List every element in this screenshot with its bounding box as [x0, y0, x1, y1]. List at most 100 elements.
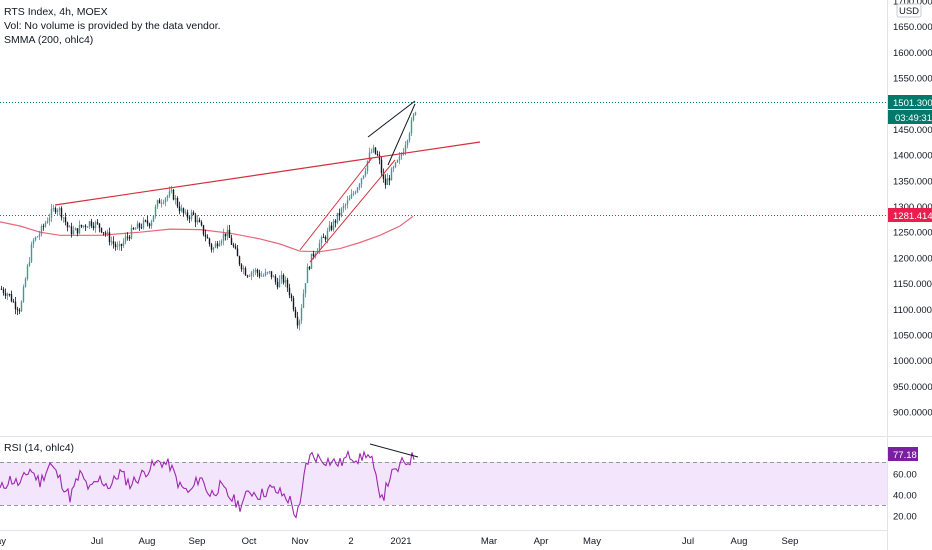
candle [322, 233, 325, 239]
candle [272, 274, 275, 278]
candle [408, 131, 411, 143]
candle [6, 292, 9, 300]
candle [8, 293, 11, 297]
trendline-top-wedge-lower[interactable] [387, 103, 416, 166]
candle [274, 274, 277, 285]
candle [268, 270, 271, 275]
candle [324, 235, 327, 243]
candle [16, 306, 19, 316]
candle [92, 222, 95, 231]
trendline-resistance[interactable] [54, 141, 481, 206]
time-labels: May Jul Aug Sep Oct Nov 2 2021 Mar Apr May Jul Aug Se… [0, 536, 798, 547]
chart-legend[interactable]: RTS Index, 4h, MOEX Vol: No volume is pr… [4, 5, 221, 47]
candle [122, 238, 125, 248]
candle [12, 298, 15, 303]
candle [318, 239, 321, 255]
candle [200, 220, 203, 227]
rsi-band [0, 462, 887, 505]
trendline-top-wedge-upper[interactable] [367, 100, 416, 138]
candle [366, 160, 369, 175]
price-tick-label: 1200.0000 [893, 253, 932, 264]
candle [120, 243, 123, 251]
candle [308, 265, 311, 271]
candle [396, 159, 399, 163]
candle [286, 277, 289, 292]
candle [250, 270, 253, 281]
legend-symbol[interactable]: RTS Index, 4h, MOEX [4, 6, 108, 18]
candle [34, 236, 37, 242]
currency-box[interactable] [896, 3, 922, 18]
candle [374, 147, 377, 155]
candle [112, 236, 115, 249]
candle [226, 225, 229, 241]
candle [340, 207, 343, 218]
candle [378, 151, 381, 165]
candle [62, 216, 65, 223]
candle [210, 242, 213, 253]
candle [236, 244, 239, 257]
candle [158, 198, 161, 204]
candle [86, 225, 89, 228]
candle [142, 217, 145, 230]
rsi-divergence-line[interactable] [369, 443, 419, 458]
time-label: 2021 [390, 536, 411, 547]
candle [304, 283, 307, 298]
candle [320, 235, 323, 248]
time-label: Sep [189, 536, 206, 547]
rsi-tick-label: 20.00 [893, 512, 917, 523]
candle [50, 203, 53, 223]
candle [76, 228, 79, 237]
candle [334, 219, 337, 228]
candle [48, 213, 51, 226]
candle [214, 241, 217, 249]
candle [202, 224, 205, 237]
candle [228, 225, 231, 239]
candle [230, 234, 233, 245]
candle [170, 185, 173, 194]
trendline-channel-lower[interactable] [309, 159, 396, 263]
candle [132, 227, 135, 230]
candle [152, 215, 155, 222]
rsi-tick-label: 60.00 [893, 470, 917, 481]
candle [22, 284, 25, 303]
candle [184, 209, 187, 215]
main-pane[interactable] [0, 100, 887, 331]
candle [114, 241, 117, 251]
time-label: Jul [682, 536, 694, 547]
time-label: May [0, 536, 6, 547]
trendline-channel-upper[interactable] [299, 157, 373, 251]
candle [298, 319, 301, 331]
candle [42, 223, 45, 231]
candle [412, 112, 415, 122]
candle [390, 167, 393, 181]
rsi-pane[interactable] [0, 443, 887, 519]
candle [2, 287, 5, 296]
candle [144, 219, 147, 223]
candle [190, 209, 193, 222]
candle [376, 150, 379, 157]
price-tick-label: 950.0000 [893, 382, 932, 393]
candle [54, 206, 57, 215]
candle [206, 234, 209, 239]
candle [106, 229, 109, 237]
currency-label: USD [899, 6, 919, 17]
legend-smma[interactable]: SMMA (200, ohlc4) [4, 34, 94, 46]
candle [328, 221, 331, 232]
price-tick-label: 1400.0000 [893, 151, 932, 162]
rsi-legend[interactable]: RSI (14, ohlc4) [4, 442, 75, 454]
legend-volume: Vol: No volume is provided by the data v… [4, 20, 221, 32]
candle [270, 271, 273, 280]
candle [198, 217, 201, 223]
candle [392, 165, 395, 173]
candle [172, 188, 175, 201]
candle [352, 191, 355, 197]
time-label: Aug [731, 536, 748, 547]
candle [208, 237, 211, 247]
smma-line [0, 215, 414, 253]
candle [18, 308, 21, 315]
time-axis[interactable]: May Jul Aug Sep Oct Nov 2 2021 Mar Apr May Jul Aug Se… [0, 530, 887, 548]
candle [66, 221, 69, 232]
candle [382, 168, 385, 183]
price-axis[interactable]: 1700.00001650.00001600.00001550.00001450… [887, 0, 932, 550]
